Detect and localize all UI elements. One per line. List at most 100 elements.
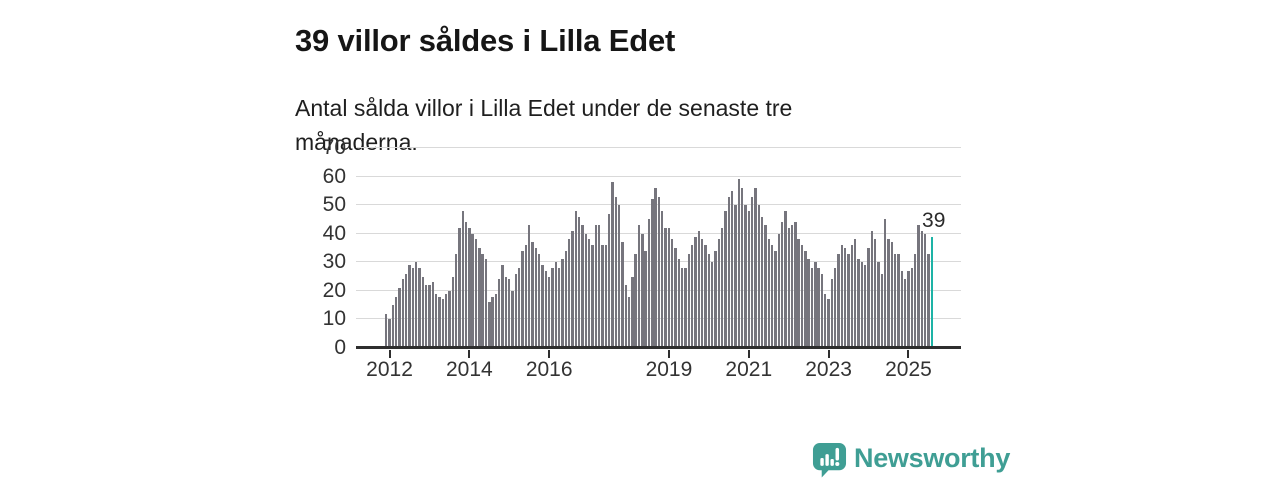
- bar: [471, 233, 474, 348]
- chart-title: 39 villor såldes i Lilla Edet: [295, 22, 676, 58]
- bar: [707, 253, 711, 348]
- bar: [927, 253, 930, 348]
- bar: [770, 245, 774, 348]
- bar: [737, 179, 740, 348]
- bar: [404, 273, 408, 348]
- bar: [717, 239, 721, 348]
- bar: [584, 233, 587, 348]
- bar: [840, 245, 844, 348]
- bar: [903, 279, 907, 348]
- bar: [837, 253, 840, 348]
- gridline: [356, 175, 961, 177]
- bar: [870, 230, 874, 348]
- bar: [451, 276, 454, 348]
- bar: [824, 293, 827, 348]
- bar: [607, 213, 611, 348]
- bar: [654, 188, 657, 348]
- newsworthy-logo-icon: [812, 442, 847, 478]
- bar: [484, 259, 488, 348]
- y-axis-label: 60: [322, 164, 346, 188]
- bar: [780, 222, 784, 348]
- bar: [564, 250, 568, 348]
- bar: [784, 210, 787, 348]
- bar: [494, 293, 498, 348]
- bar: [727, 196, 731, 348]
- bar: [687, 253, 691, 348]
- bar: [431, 282, 434, 348]
- bar: [787, 228, 790, 348]
- bar: [634, 253, 637, 348]
- x-axis-label: 2023: [805, 358, 852, 381]
- bar: [777, 233, 780, 348]
- bar: [544, 270, 548, 348]
- bar: [684, 268, 687, 348]
- bar: [694, 236, 697, 348]
- bar: [621, 242, 624, 348]
- bar: [524, 245, 528, 348]
- bar: [458, 228, 461, 348]
- bar: [887, 239, 890, 348]
- bar: [867, 248, 870, 348]
- bar: [757, 205, 760, 348]
- bar: [691, 245, 694, 348]
- bar: [627, 296, 631, 348]
- bar: [538, 253, 541, 348]
- bar: [541, 265, 544, 348]
- bar: [651, 199, 654, 348]
- bar: [448, 290, 451, 348]
- bar: [820, 273, 824, 348]
- y-axis-label: 50: [322, 193, 346, 217]
- bar: [461, 210, 464, 348]
- bar: [518, 268, 521, 348]
- bar: [587, 239, 591, 348]
- x-axis-label: 2012: [366, 358, 413, 381]
- bar: [857, 259, 860, 348]
- bar: [441, 299, 444, 348]
- bar: [923, 233, 927, 348]
- bar: [830, 279, 834, 348]
- bar: [521, 250, 524, 348]
- bar: [561, 259, 564, 348]
- bar: [481, 253, 484, 348]
- plot-area: [356, 147, 961, 349]
- bar: [810, 268, 814, 348]
- bar: [617, 205, 621, 348]
- bar: [790, 225, 794, 348]
- bar: [414, 262, 418, 348]
- x-axis-label: 2019: [645, 358, 693, 381]
- bar: [547, 276, 551, 348]
- bar: [794, 222, 797, 348]
- bar: [647, 219, 651, 348]
- bar: [508, 279, 511, 348]
- bar: [850, 245, 854, 348]
- bar: [804, 250, 807, 348]
- bar: [704, 245, 707, 348]
- bar: [581, 225, 584, 348]
- x-axis-label: 2014: [446, 358, 493, 381]
- bar: [454, 253, 458, 348]
- bar: [504, 276, 508, 348]
- bar: [597, 225, 601, 348]
- bar: [877, 262, 880, 348]
- bar: [528, 225, 531, 348]
- y-axis-label: 0: [334, 336, 346, 359]
- bar: [697, 230, 701, 348]
- bar: [860, 262, 864, 348]
- bar: [920, 230, 923, 348]
- bar: [394, 296, 398, 348]
- bar: [464, 222, 468, 348]
- bar: [671, 239, 674, 348]
- bar: [631, 276, 634, 348]
- bar: [720, 228, 724, 348]
- x-axis-tick: [548, 350, 551, 358]
- bar: [428, 285, 431, 348]
- bar: [734, 205, 737, 348]
- x-axis-tick: [388, 350, 391, 358]
- gridline: [356, 147, 961, 148]
- bar: [571, 230, 574, 348]
- bar: [498, 279, 501, 348]
- bar: [667, 228, 671, 348]
- bar: [611, 182, 614, 348]
- bar: [767, 239, 770, 348]
